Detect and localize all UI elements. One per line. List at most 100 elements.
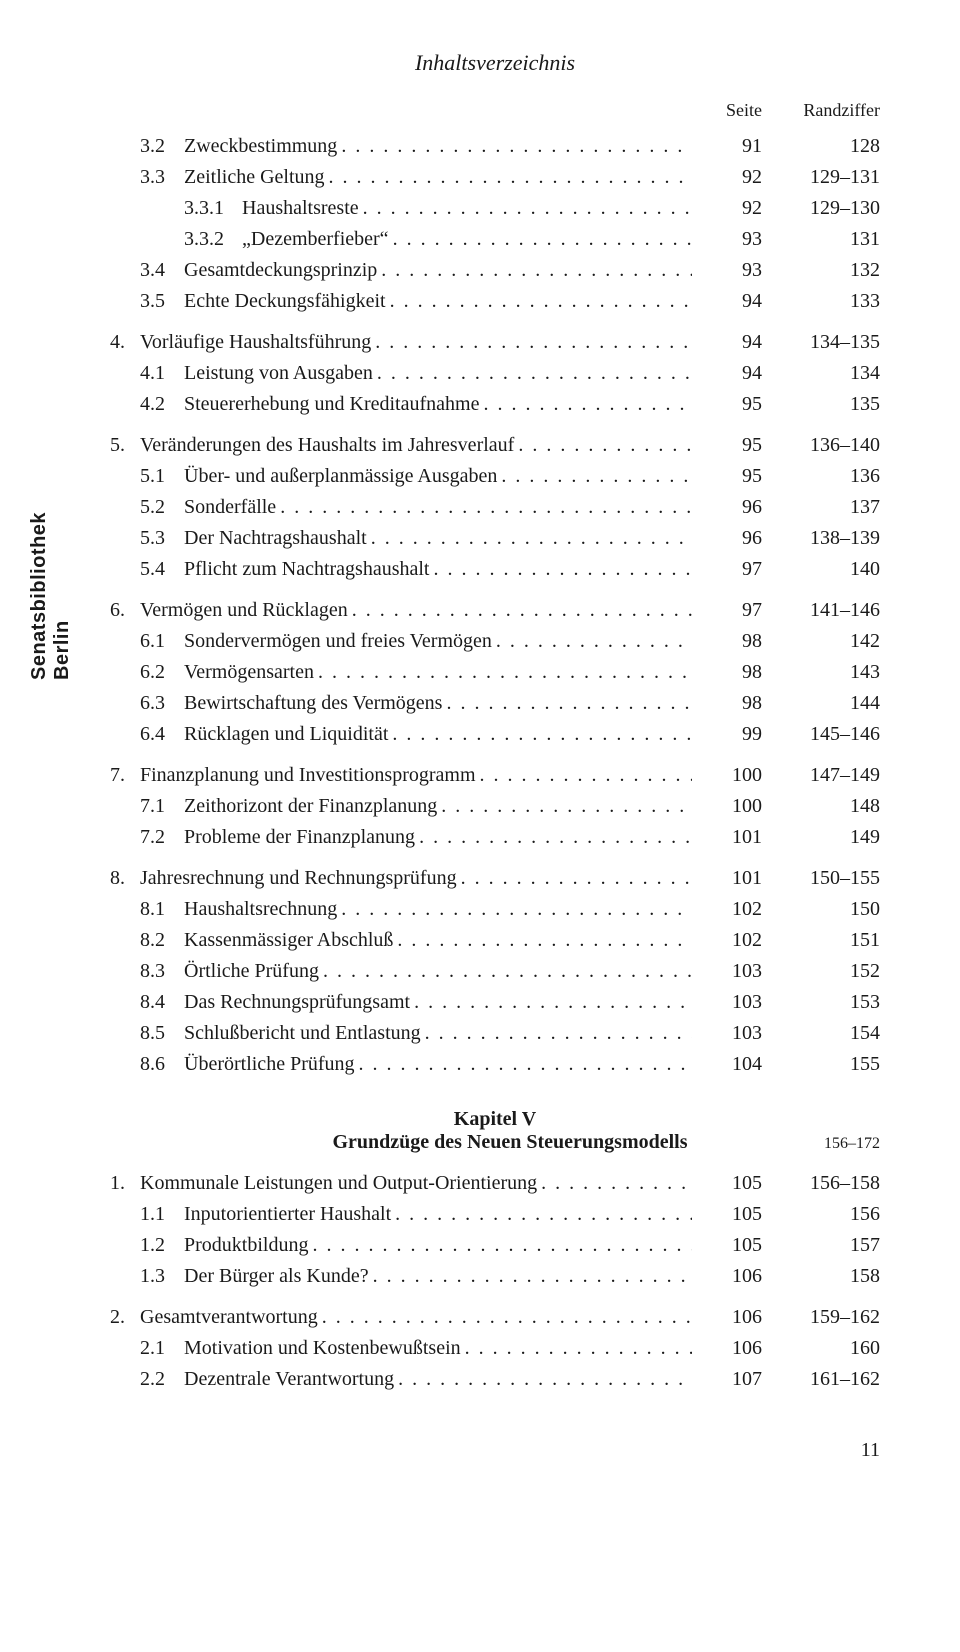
toc-page: 95: [692, 430, 762, 461]
toc-margin-ref: 151: [790, 925, 880, 956]
leader-dots: . . . . . . . . . . . . . . . . . . . . …: [367, 523, 692, 554]
toc-page: 97: [692, 595, 762, 626]
toc-number: 8.: [110, 863, 140, 894]
toc-title: Kommunale Leistungen und Output-Orientie…: [140, 1168, 537, 1199]
toc-margin-ref: 149: [790, 822, 880, 853]
toc-number: 6.: [110, 595, 140, 626]
toc-title: Steuererhebung und Kreditaufnahme: [184, 389, 479, 420]
toc-title: Vermögensarten: [184, 657, 314, 688]
toc-margin-ref: 159–162: [790, 1302, 880, 1333]
toc-row: 5.Veränderungen des Haushalts im Jahresv…: [110, 430, 880, 461]
toc-title: Schlußbericht und Entlastung: [184, 1018, 421, 1049]
toc-margin-ref: 150–155: [790, 863, 880, 894]
toc-page: 103: [692, 987, 762, 1018]
toc-page: 105: [692, 1199, 762, 1230]
toc-row: 7.1Zeithorizont der Finanzplanung. . . .…: [110, 791, 880, 822]
leader-dots: . . . . . . . . . . . . . . . . . . . . …: [442, 688, 692, 719]
leader-dots: . . . . . . . . . . . . . . . . . . . . …: [355, 1049, 692, 1080]
library-line2: Berlin: [51, 620, 73, 680]
toc-number: 3.3.2: [184, 224, 242, 255]
toc-page: 102: [692, 925, 762, 956]
toc-page: 92: [692, 162, 762, 193]
leader-dots: . . . . . . . . . . . . . . . . . . . . …: [308, 1230, 692, 1261]
toc-number: 8.3: [140, 956, 184, 987]
toc-title: „Dezemberfieber“: [242, 224, 389, 255]
leader-dots: . . . . . . . . . . . . . . . . . . . . …: [373, 358, 692, 389]
toc-page: 91: [692, 131, 762, 162]
toc-number: 8.6: [140, 1049, 184, 1080]
leader-dots: . . . . . . . . . . . . . . . . . . . . …: [476, 760, 692, 791]
toc-margin-ref: 140: [790, 554, 880, 585]
toc-row: 3.3.2„Dezemberfieber“. . . . . . . . . .…: [110, 224, 880, 255]
toc-number: 6.4: [140, 719, 184, 750]
leader-dots: . . . . . . . . . . . . . . . . . . . . …: [421, 1018, 692, 1049]
leader-dots: . . . . . . . . . . . . . . . . . . . . …: [314, 657, 692, 688]
toc-margin-ref: 134: [790, 358, 880, 389]
toc-row: 3.2Zweckbestimmung. . . . . . . . . . . …: [110, 131, 880, 162]
toc-margin-ref: 142: [790, 626, 880, 657]
toc-title: Das Rechnungsprüfungsamt: [184, 987, 410, 1018]
leader-dots: . . . . . . . . . . . . . . . . . . . . …: [410, 987, 692, 1018]
toc-title: Haushaltsrechnung: [184, 894, 337, 925]
toc-title: Kassenmässiger Abschluß: [184, 925, 393, 956]
toc-page: 101: [692, 822, 762, 853]
toc-row: 2.2Dezentrale Verantwortung. . . . . . .…: [110, 1364, 880, 1395]
toc-title: Der Bürger als Kunde?: [184, 1261, 369, 1292]
toc-margin-ref: 145–146: [790, 719, 880, 750]
toc-row: 6.2Vermögensarten. . . . . . . . . . . .…: [110, 657, 880, 688]
toc-row: 6.3Bewirtschaftung des Vermögens. . . . …: [110, 688, 880, 719]
toc-title: Veränderungen des Haushalts im Jahresver…: [140, 430, 514, 461]
toc-page: 92: [692, 193, 762, 224]
leader-dots: . . . . . . . . . . . . . . . . . . . . …: [393, 925, 692, 956]
toc-number: 3.5: [140, 286, 184, 317]
leader-dots: . . . . . . . . . . . . . . . . . . . . …: [337, 894, 692, 925]
toc-number: 4.1: [140, 358, 184, 389]
toc-title: Leistung von Ausgaben: [184, 358, 373, 389]
toc-margin-ref: 137: [790, 492, 880, 523]
toc-title: Probleme der Finanzplanung: [184, 822, 415, 853]
toc-title: Rücklagen und Liquidität: [184, 719, 388, 750]
col-rand: Randziffer: [790, 100, 880, 121]
toc-page: 94: [692, 327, 762, 358]
leader-dots: . . . . . . . . . . . . . . . . . . . . …: [537, 1168, 692, 1199]
leader-dots: . . . . . . . . . . . . . . . . . . . . …: [492, 626, 692, 657]
toc-margin-ref: 155: [790, 1049, 880, 1080]
toc-page: 103: [692, 1018, 762, 1049]
toc-section-1: 3.2Zweckbestimmung. . . . . . . . . . . …: [110, 131, 880, 1080]
leader-dots: . . . . . . . . . . . . . . . . . . . . …: [276, 492, 692, 523]
toc-row: 1.3Der Bürger als Kunde?. . . . . . . . …: [110, 1261, 880, 1292]
toc-section-2: 1.Kommunale Leistungen und Output-Orient…: [110, 1168, 880, 1395]
toc-number: 2.2: [140, 1364, 184, 1395]
toc-number: 6.3: [140, 688, 184, 719]
leader-dots: . . . . . . . . . . . . . . . . . . . . …: [457, 863, 692, 894]
toc-row: 5.1Über- und außerplanmässige Ausgaben. …: [110, 461, 880, 492]
leader-dots: . . . . . . . . . . . . . . . . . . . . …: [388, 719, 692, 750]
toc-number: 5.1: [140, 461, 184, 492]
toc-title: Sondervermögen und freies Vermögen: [184, 626, 492, 657]
toc-page: 105: [692, 1230, 762, 1261]
leader-dots: . . . . . . . . . . . . . . . . . . . . …: [461, 1333, 692, 1364]
leader-dots: . . . . . . . . . . . . . . . . . . . . …: [415, 822, 692, 853]
toc-title: Echte Deckungsfähigkeit: [184, 286, 386, 317]
toc-row: 7.Finanzplanung und Investitionsprogramm…: [110, 760, 880, 791]
toc-title: Vermögen und Rücklagen: [140, 595, 348, 626]
toc-margin-ref: 154: [790, 1018, 880, 1049]
toc-margin-ref: 131: [790, 224, 880, 255]
toc-number: 4.2: [140, 389, 184, 420]
toc-row: 8.3Örtliche Prüfung. . . . . . . . . . .…: [110, 956, 880, 987]
toc-margin-ref: 157: [790, 1230, 880, 1261]
toc-margin-ref: 160: [790, 1333, 880, 1364]
toc-number: 8.2: [140, 925, 184, 956]
toc-number: 8.4: [140, 987, 184, 1018]
toc-title: Der Nachtragshaushalt: [184, 523, 367, 554]
toc-row: 5.3Der Nachtragshaushalt. . . . . . . . …: [110, 523, 880, 554]
toc-margin-ref: 150: [790, 894, 880, 925]
column-headers: Seite Randziffer: [110, 100, 880, 121]
toc-number: 3.4: [140, 255, 184, 286]
toc-row: 3.3.1Haushaltsreste. . . . . . . . . . .…: [110, 193, 880, 224]
leader-dots: . . . . . . . . . . . . . . . . . . . . …: [437, 791, 692, 822]
toc-page: 96: [692, 523, 762, 554]
toc-row: 5.2Sonderfälle. . . . . . . . . . . . . …: [110, 492, 880, 523]
toc-page: 100: [692, 760, 762, 791]
col-seite: Seite: [692, 100, 762, 121]
